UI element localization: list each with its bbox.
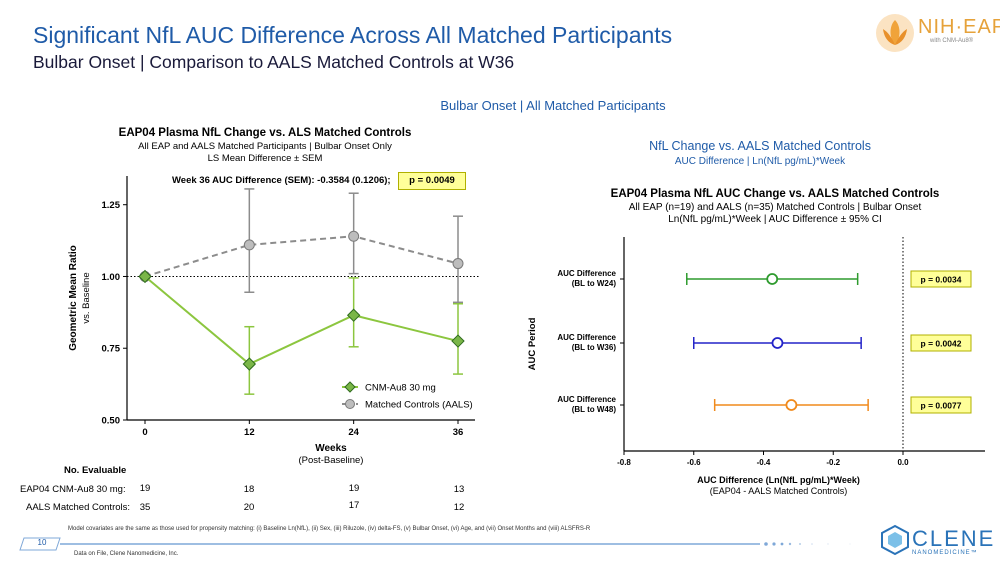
data-point [138,269,152,284]
y-axis-title: Geometric Mean Ratio [68,245,79,351]
clene-logo-sub: NANOMEDICINE™ [912,550,978,556]
x-tick-label: -0.6 [687,458,701,467]
row-label: (BL to W48) [572,405,617,414]
page-number: 10 [37,538,47,547]
row-label: AUC Difference [557,333,616,342]
legend-marker [345,399,355,409]
left-chart-subtitle-2: LS Mean Difference ± SEM [207,153,323,164]
nih-eap-logo-sub: with CNM-Au8® [930,38,974,44]
p-value-badge [910,396,972,414]
row-label: AUC Difference [557,269,616,278]
y-tick-label: 1.25 [102,200,121,211]
n-evaluable-heading: No. Evaluable [64,465,127,476]
n-evaluable-cell: 35 [139,502,151,513]
estimate-point [766,273,779,285]
x-tick-label: 0.0 [897,458,909,467]
right-chart-title: EAP04 Plasma NfL AUC Change vs. AALS Mat… [610,188,940,200]
x-tick-label: -0.4 [757,458,771,467]
auc-difference-text: Week 36 AUC Difference (SEM): -0.3584 (0… [172,175,391,186]
footer-rule [19,537,851,551]
x-tick-label: 12 [244,427,255,438]
row-label: AUC Difference [557,395,616,404]
x-axis-subtitle: (EAP04 - AALS Matched Controls) [710,486,848,496]
n-evaluable-cell: 19 [348,483,360,494]
x-axis-title: AUC Difference (Ln(NfL pg/mL)*Week) [697,475,860,485]
n-evaluable-cell: 18 [243,484,255,495]
y-axis-subtitle: vs. Baseline [81,272,92,323]
slide-title: Significant NfL AUC Difference Across Al… [33,22,673,48]
slide-subtitle: Bulbar Onset | Comparison to AALS Matche… [33,52,515,72]
section-label: Bulbar Onset | All Matched Participants [440,98,666,113]
right-section-subheading: AUC Difference | Ln(NfL pg/mL)*Week [674,156,846,167]
data-point [243,239,255,251]
clene-logo-text: CLENE [912,526,996,551]
nih-eap-logo-icon [876,14,914,52]
y-tick-label: 1.00 [102,272,121,283]
data-point [346,308,361,322]
n-evaluable-row-label: AALS Matched Controls: [26,502,131,513]
p-value-badge [910,270,972,288]
right-section-heading: NfL Change vs. AALS Matched Controls [649,139,871,153]
x-tick-label: 24 [348,427,359,438]
nfl-change-chart: 0.50 0.75 1.00 1.25 0 12 24 36 Weeks(Post-Baseli… [68,176,480,466]
left-chart-subtitle-1: All EAP and AALS Matched Participants | … [138,141,392,152]
p-value-text: p = 0.0077 [921,401,962,411]
legend-label: CNM-Au8 30 mg [365,383,436,394]
x-tick-label: 0 [142,427,147,438]
x-tick-label: -0.2 [826,458,840,467]
nih-eap-logo-text: NIH·EAP [918,16,1000,38]
left-p-value-badge: p = 0.0049 [398,172,466,190]
right-chart-subtitle-1: All EAP (n=19) and AALS (n=35) Matched C… [628,202,922,213]
n-evaluable-cell: 17 [348,500,360,511]
legend-label: Matched Controls (AALS) [365,400,473,411]
x-tick-label: 36 [453,427,464,438]
auc-forest-plot: -0.8 -0.6 -0.4 -0.2 0.0 AUC Difference (Ln(Nf… [527,237,985,496]
x-axis-subtitle: (Post-Baseline) [299,455,364,466]
data-point [452,258,464,270]
data-point [242,357,257,371]
left-chart-title: EAP04 Plasma NfL Change vs. ALS Matched … [118,127,412,139]
n-evaluable-cell: 12 [453,502,465,513]
row-label: (BL to W24) [572,279,617,288]
x-tick-label: -0.8 [617,458,631,467]
legend-marker [344,381,356,393]
y-tick-label: 0.50 [102,416,121,427]
p-value-badge [910,334,972,352]
series-line [144,235,459,278]
estimate-point [785,399,798,411]
series-line [144,275,459,366]
data-source-note: Data on File, Clene Nanomedicine, Inc. [74,551,179,557]
n-evaluable-row-label: EAP04 CNM-Au8 30 mg: [20,484,126,495]
estimate-point [771,337,784,349]
y-tick-label: 0.75 [102,344,121,355]
row-label: (BL to W36) [572,343,617,352]
n-evaluable-cell: 13 [453,484,465,495]
p-value-text: p = 0.0042 [921,339,962,349]
y-axis-title: AUC Period [527,317,538,370]
data-point [348,230,360,242]
data-point [451,334,465,348]
right-chart-subtitle-2: Ln(NfL pg/mL)*Week | AUC Difference ± 95… [668,214,882,225]
p-value-text: p = 0.0034 [921,275,962,285]
n-evaluable-cell: 19 [139,483,151,494]
footnote: Model covariates are the same as those u… [68,526,591,532]
clene-logo-icon [881,524,909,556]
n-evaluable-cell: 20 [243,502,255,513]
x-axis-title: Weeks [315,443,347,454]
